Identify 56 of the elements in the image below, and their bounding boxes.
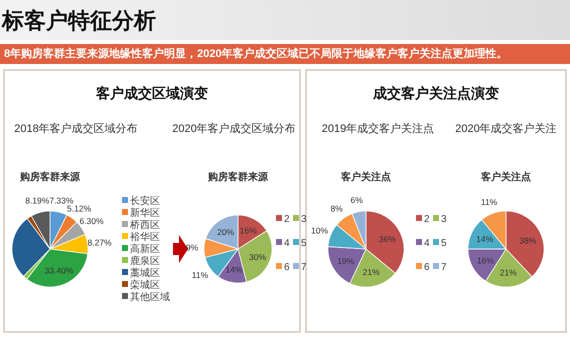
data-label: 16% bbox=[240, 226, 258, 236]
chart-subtitle: 购房客群来源 bbox=[19, 171, 81, 183]
data-label: 6.30% bbox=[79, 216, 104, 226]
legend-label: 其他区域 bbox=[130, 291, 170, 303]
text: 标客户特征分析 bbox=[0, 7, 157, 35]
legend-label: 6 bbox=[284, 262, 290, 273]
data-label: 5.12% bbox=[67, 203, 92, 214]
data-label: 7.33% bbox=[49, 195, 74, 206]
legend-label: 3 bbox=[441, 214, 447, 225]
legend-label: 4 bbox=[284, 238, 290, 249]
legend-label: 藁城区 bbox=[130, 267, 160, 279]
legend-label: 栾城区 bbox=[130, 279, 160, 291]
text: 成交客户关注点演变 bbox=[372, 85, 499, 101]
data-label: 21% bbox=[362, 266, 380, 277]
data-label: 38% bbox=[519, 235, 537, 246]
data-label: 30% bbox=[249, 252, 267, 262]
legend-label: 5 bbox=[441, 238, 447, 249]
chart-title: 2020年成交客户关注 bbox=[455, 122, 557, 135]
legend-label: 鹿泉区 bbox=[130, 255, 160, 267]
data-label: 14% bbox=[226, 264, 243, 275]
chart-title: 2018年客户成交区域分布 bbox=[14, 122, 138, 135]
data-label: 8% bbox=[330, 204, 344, 214]
text: 8年购房客群主要来源地缘性客户明显，2020年客户成交区域已不局限于地缘客户客户关注点更加理性。 bbox=[0, 44, 570, 64]
legend-label: 高新区 bbox=[130, 243, 160, 255]
chart-title: 2020年客户成交区域分布 bbox=[172, 122, 296, 135]
data-label: 8.27% bbox=[88, 237, 112, 248]
data-label: 9% bbox=[186, 242, 199, 253]
chart-title: 2019年成交客户关注点 bbox=[322, 122, 434, 135]
legend-label: 2 bbox=[424, 214, 430, 225]
data-label: 33.40% bbox=[44, 266, 74, 276]
legend-label: 7 bbox=[301, 262, 307, 273]
legend-label: 4 bbox=[424, 238, 430, 249]
legend-label: 7 bbox=[441, 262, 447, 273]
data-label: 19% bbox=[337, 256, 355, 266]
data-label: 10% bbox=[311, 226, 328, 236]
legend-label: 裕华区 bbox=[130, 231, 160, 243]
chart-subtitle: 客户关注点 bbox=[480, 171, 531, 183]
legend-label: 新华区 bbox=[130, 207, 160, 219]
data-label: 11% bbox=[480, 196, 498, 207]
data-label: 14% bbox=[476, 234, 494, 244]
legend-label: 6 bbox=[424, 262, 430, 273]
data-label: 16% bbox=[476, 255, 494, 266]
data-label: 21% bbox=[500, 267, 518, 278]
legend-label: 桥西区 bbox=[129, 219, 160, 231]
text: 客户成交区域演变 bbox=[95, 85, 208, 101]
data-label: 8.19% bbox=[25, 196, 50, 206]
legend-label: 5 bbox=[301, 238, 307, 249]
legend-label: 长安区 bbox=[130, 195, 160, 207]
data-label: 11% bbox=[192, 270, 209, 280]
chart-subtitle: 购房客群来源 bbox=[207, 171, 269, 183]
legend-label: 3 bbox=[301, 214, 307, 225]
data-label: 6% bbox=[350, 194, 364, 205]
legend-label: 2 bbox=[284, 214, 290, 225]
data-label: 36% bbox=[378, 234, 396, 244]
data-label: 20% bbox=[217, 226, 235, 237]
chart-subtitle: 客户关注点 bbox=[340, 171, 391, 183]
